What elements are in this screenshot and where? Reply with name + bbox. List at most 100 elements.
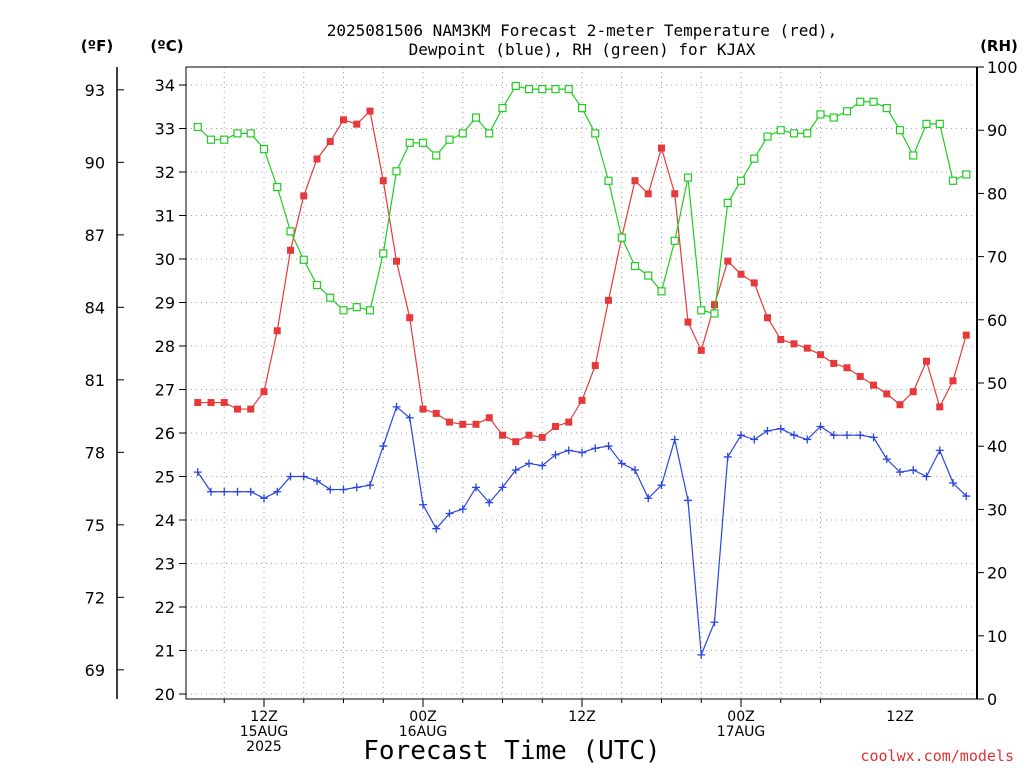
dewpoint-point (882, 455, 891, 464)
dewpoint-point (909, 465, 918, 474)
fahrenheit-tick-label: 72 (85, 588, 105, 607)
time-tick-label: 15AUG (240, 724, 289, 740)
rh-axis-label: (RH) (980, 37, 1018, 55)
temperature-point (631, 177, 639, 185)
celsius-tick-label: 27 (155, 381, 175, 400)
temperature-series (194, 107, 970, 446)
rh-point (829, 113, 838, 122)
rh-point (604, 176, 613, 185)
temperature-point (234, 405, 241, 413)
rh-point (816, 110, 825, 119)
celsius-tick-label: 31 (155, 207, 175, 226)
dewpoint-point (472, 483, 480, 492)
temperature-point (949, 377, 957, 385)
time-tick-label: 16AUG (399, 724, 448, 740)
temperature-point (353, 120, 361, 128)
dewpoint-point (617, 459, 626, 468)
rh-point (909, 151, 918, 160)
rh-point (591, 129, 600, 138)
rh-point (365, 306, 375, 315)
celsius-tick-label: 22 (155, 598, 175, 617)
temperature-point (644, 190, 652, 198)
rh-point (432, 151, 441, 160)
dewpoint-point (207, 487, 215, 496)
fahrenheit-tick-label: 78 (85, 443, 105, 462)
dewpoint-point (326, 485, 335, 494)
temperature-point (843, 364, 851, 372)
rh-point (299, 255, 308, 264)
rh-point (962, 170, 971, 179)
fahrenheit-tick-label: 84 (85, 298, 105, 317)
rh-tick-label: 20 (987, 564, 1007, 583)
rh-point (763, 132, 772, 141)
rh-point (551, 85, 560, 94)
rh-point (220, 135, 229, 144)
fahrenheit-tick-label: 93 (85, 81, 105, 100)
time-tick-label: 2025 (246, 739, 282, 755)
rh-point (710, 309, 719, 318)
rh-point (273, 182, 282, 192)
rh-tick-label: 0 (987, 690, 997, 709)
rh-point (206, 135, 216, 144)
dewpoint-point (723, 452, 732, 461)
rh-point (564, 85, 573, 94)
temperature-point (578, 396, 586, 404)
dewpoint-point (750, 435, 759, 444)
rh-point (723, 198, 732, 207)
dewpoint-point (710, 618, 719, 627)
temperature-point (591, 362, 599, 370)
temperature-point (552, 422, 559, 430)
rh-point (193, 122, 202, 132)
time-tick-label: 12Z (250, 709, 277, 725)
temperature-point (273, 327, 281, 335)
celsius-tick-label: 23 (155, 555, 175, 574)
dewpoint-point (511, 465, 520, 474)
celsius-tick-label: 26 (155, 424, 175, 443)
temperature-point (485, 414, 493, 422)
rh-point (405, 138, 414, 147)
dewpoint-point (631, 465, 639, 474)
rh-point (326, 293, 335, 302)
temperature-point (856, 372, 864, 380)
rh-point (379, 249, 388, 258)
dewpoint-point (485, 498, 494, 507)
dewpoint-point (246, 487, 255, 496)
fahrenheit-tick-label: 75 (85, 516, 105, 535)
rh-point (935, 119, 944, 128)
dewpoint-point (856, 431, 865, 440)
celsius-tick-label: 24 (155, 511, 175, 530)
rh-tick-label: 100 (987, 58, 1018, 77)
dewpoint-point (352, 483, 361, 492)
celsius-tick-label: 29 (155, 294, 175, 313)
rh-point (339, 306, 348, 315)
dewpoint-point (962, 492, 971, 501)
rh-point (882, 103, 891, 113)
temperature-point (207, 399, 215, 407)
fahrenheit-tick-label: 69 (85, 661, 105, 680)
dewpoint-point (737, 431, 745, 440)
rh-point (789, 129, 799, 138)
celsius-axis-label: (ºC) (150, 37, 183, 55)
dewpoint-point (684, 496, 692, 505)
rh-point (657, 287, 666, 296)
rh-point (869, 97, 878, 106)
celsius-tick-label: 25 (155, 468, 175, 487)
chart-title-line-1: 2025081506 NAM3KM Forecast 2-meter Tempe… (327, 21, 838, 40)
fahrenheit-tick-label: 90 (85, 153, 105, 172)
time-tick-label: 00Z (409, 709, 436, 725)
temperature-point (605, 296, 612, 304)
temperature-point (896, 401, 904, 409)
temperature-point (393, 257, 400, 265)
rh-point (617, 233, 626, 242)
dewpoint-point (405, 413, 414, 422)
gridlines (186, 67, 977, 699)
celsius-tick-label: 20 (155, 685, 175, 704)
celsius-tick-label: 28 (155, 337, 175, 356)
temperature-point (737, 270, 745, 278)
temperature-point (313, 155, 321, 163)
temperature-point (684, 318, 692, 326)
temperature-point (459, 420, 467, 428)
rh-point (471, 113, 481, 122)
dewpoint-point (790, 431, 798, 440)
